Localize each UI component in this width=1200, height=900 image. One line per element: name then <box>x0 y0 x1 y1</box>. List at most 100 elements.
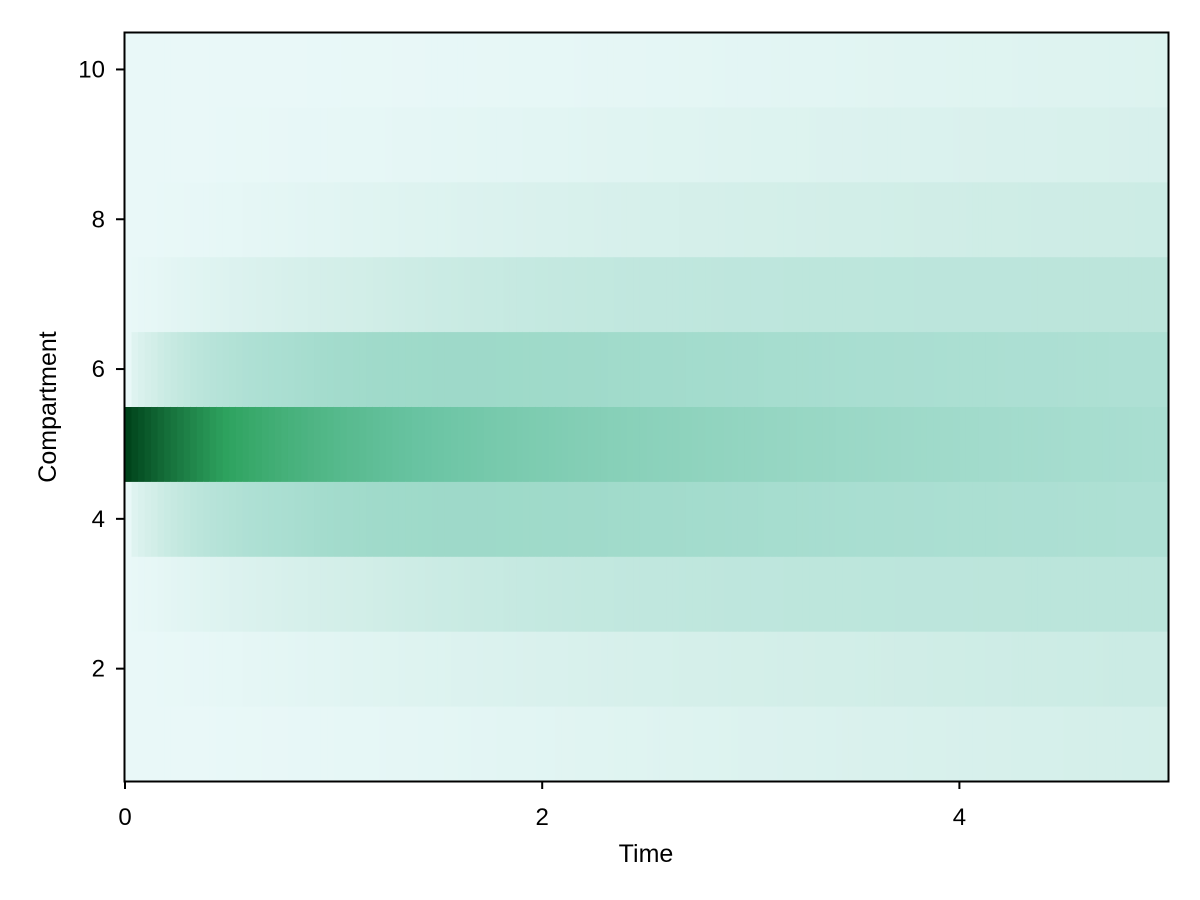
heatmap-cell <box>418 32 426 108</box>
heatmap-cell <box>444 631 452 707</box>
heatmap-cell <box>666 331 674 407</box>
heatmap-cell <box>372 331 380 407</box>
heatmap-cell <box>1109 32 1117 108</box>
heatmap-cell <box>314 556 322 632</box>
heatmap-cell <box>822 181 830 258</box>
heatmap-cell <box>301 256 309 333</box>
heatmap-cell <box>561 331 569 407</box>
heatmap-cell <box>314 406 322 482</box>
heatmap-cell <box>1024 181 1032 258</box>
heatmap-cell <box>470 706 478 782</box>
heatmap-cell <box>437 556 446 632</box>
heatmap-cell <box>1070 32 1078 108</box>
heatmap-cell <box>998 481 1006 557</box>
heatmap-cell <box>405 556 413 632</box>
heatmap-cell <box>340 406 348 482</box>
heatmap-cell <box>222 106 230 183</box>
heatmap-cell <box>855 556 863 632</box>
heatmap-cell <box>920 481 928 557</box>
heatmap-cell <box>1044 481 1052 557</box>
heatmap-cell <box>561 706 569 782</box>
heatmap-cell <box>157 556 165 632</box>
heatmap-cell <box>633 406 641 482</box>
heatmap-cell <box>1161 406 1169 482</box>
heatmap-cell <box>255 481 263 557</box>
heatmap-cell <box>770 631 778 707</box>
heatmap-cell <box>985 631 993 707</box>
heatmap-cell <box>457 406 465 482</box>
heatmap-cell <box>783 406 791 482</box>
heatmap-cell <box>144 256 152 333</box>
heatmap-cell <box>255 706 263 782</box>
heatmap-cell <box>268 106 276 183</box>
heatmap-cell <box>750 181 758 258</box>
heatmap-cell <box>815 331 824 407</box>
heatmap-cell <box>477 706 485 782</box>
heatmap-cell <box>457 106 465 183</box>
heatmap-cell <box>1076 106 1084 183</box>
heatmap-cell <box>855 256 863 333</box>
heatmap-cell <box>542 106 550 183</box>
heatmap-cell <box>763 181 771 258</box>
heatmap-cell <box>1102 706 1110 782</box>
heatmap-cell <box>203 631 211 707</box>
heatmap-cell <box>991 256 1000 333</box>
heatmap-cell <box>757 106 765 183</box>
heatmap-cell <box>705 406 713 482</box>
x-tick-label: 2 <box>536 804 549 831</box>
heatmap-cell <box>1037 481 1045 557</box>
heatmap-cell <box>483 106 491 183</box>
heatmap-cell <box>125 556 133 632</box>
heatmap-cell <box>307 556 315 632</box>
heatmap-cell <box>737 556 745 632</box>
heatmap-cell <box>548 481 556 557</box>
heatmap-cell <box>1083 556 1091 632</box>
heatmap-cell <box>1154 331 1163 407</box>
heatmap-cell <box>242 556 250 632</box>
heatmap-cell <box>555 256 563 333</box>
heatmap-cell <box>842 256 850 333</box>
heatmap-cell <box>1115 32 1123 108</box>
heatmap-cell <box>737 331 745 407</box>
heatmap-cell <box>483 331 491 407</box>
heatmap-cell <box>483 32 491 108</box>
heatmap-cell <box>333 631 341 707</box>
heatmap-cell <box>340 706 348 782</box>
heatmap-cell <box>620 556 628 632</box>
heatmap-cell <box>190 706 198 782</box>
heatmap-cell <box>366 331 374 407</box>
heatmap-cell <box>620 406 628 482</box>
heatmap-cell <box>920 256 928 333</box>
heatmap-cell <box>724 481 732 557</box>
heatmap-cell <box>666 481 674 557</box>
heatmap-cell <box>881 631 889 707</box>
heatmap-cell <box>1102 631 1110 707</box>
heatmap-cell <box>522 556 530 632</box>
heatmap-cell <box>939 331 947 407</box>
heatmap-cell <box>802 706 811 782</box>
heatmap-cell <box>1141 106 1150 183</box>
heatmap-cell <box>926 481 934 557</box>
heatmap-cell <box>1018 706 1026 782</box>
heatmap-cell <box>776 481 784 557</box>
heatmap-cell <box>613 481 622 557</box>
heatmap-cell <box>346 106 354 183</box>
heatmap-cell <box>633 481 641 557</box>
heatmap-cell <box>796 631 804 707</box>
heatmap-cell <box>157 106 165 183</box>
heatmap-cell <box>744 256 752 333</box>
heatmap-cell <box>222 556 230 632</box>
heatmap-cell <box>314 706 322 782</box>
heatmap-cell <box>959 706 967 782</box>
heatmap-cell <box>1122 406 1130 482</box>
heatmap-cell <box>829 331 837 407</box>
heatmap-cell <box>1154 256 1163 333</box>
heatmap-cell <box>724 556 732 632</box>
heatmap-cell <box>522 106 530 183</box>
heatmap-cell <box>411 556 419 632</box>
heatmap-cell <box>385 106 393 183</box>
heatmap-cell <box>1005 706 1013 782</box>
heatmap-cell <box>392 556 400 632</box>
heatmap-cell <box>470 256 478 333</box>
heatmap-cell <box>450 631 459 707</box>
